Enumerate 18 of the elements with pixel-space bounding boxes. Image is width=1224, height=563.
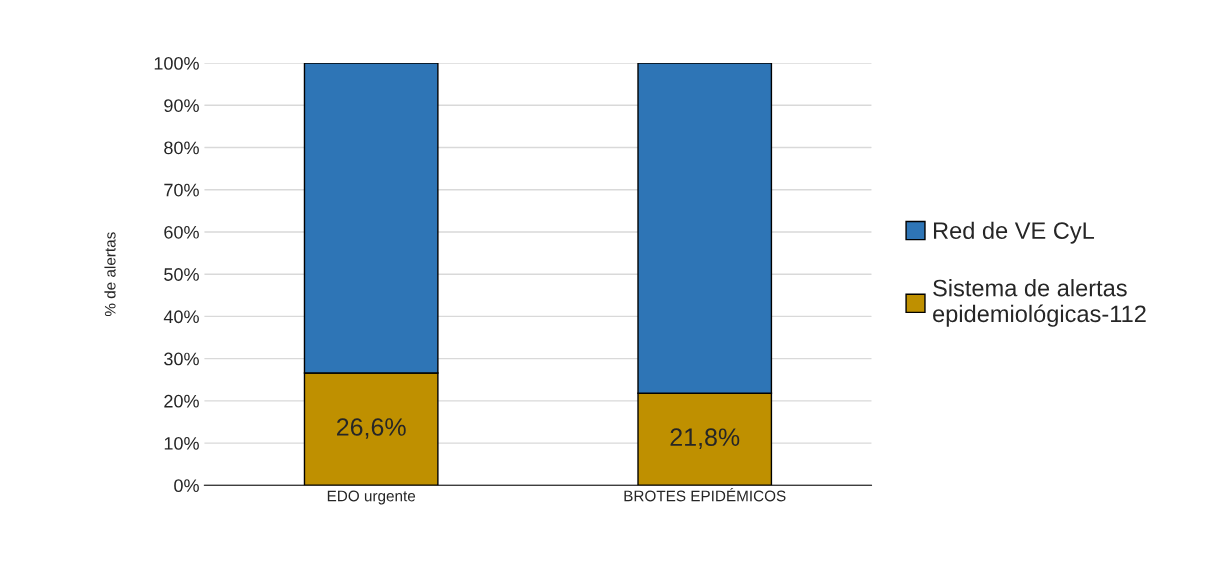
y-tick-label: 60% [164, 225, 199, 239]
y-tick-label: 80% [164, 141, 199, 155]
legend-label: Sistema de alertas epidemiológicas-112 [933, 279, 1146, 327]
y-axis-title: % de alertas [104, 232, 116, 317]
y-tick-label: 20% [164, 394, 199, 408]
x-tick-label: BROTES EPIDÉMICOS [624, 487, 786, 502]
y-tick-label: 70% [164, 183, 199, 197]
y-tick-label: 30% [164, 352, 199, 366]
y-tick-label: 90% [164, 99, 199, 112]
data-label: 21,8% [670, 428, 740, 449]
y-tick-label: 10% [164, 437, 199, 450]
y-tick-label: 0% [174, 479, 199, 493]
y-tick-label: 100% [154, 56, 199, 70]
data-label: 26,6% [336, 418, 406, 439]
y-tick-label: 50% [164, 268, 199, 281]
x-tick-label: EDO urgente [327, 490, 416, 505]
legend-label: Red de VE CyL [933, 221, 1095, 244]
y-tick-label: 40% [163, 310, 199, 324]
